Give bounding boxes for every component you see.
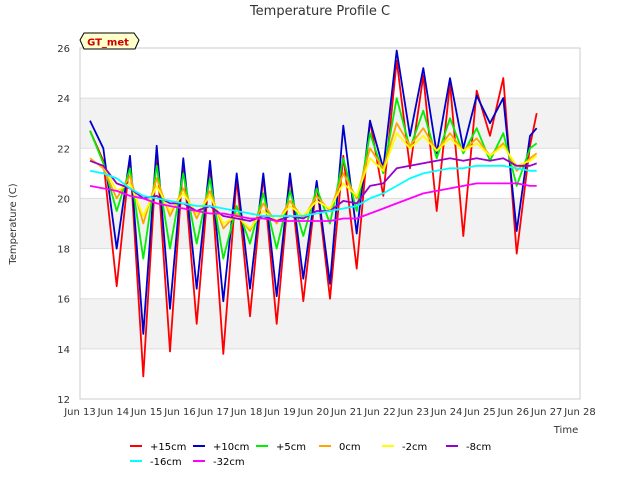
x-tick-label: Jun 15 (130, 407, 163, 418)
x-tick-label: Jun 26 (497, 407, 530, 418)
series-line-plus10cm (89, 49, 538, 335)
y-axis-label: Temperature (C) (8, 183, 19, 265)
series-line-plus5cm (89, 97, 538, 260)
x-tick-labels: Jun 13 Jun 14 Jun 15 Jun 16 Jun 17 Jun 18 Jun … (63, 407, 596, 418)
x-tick-label: Jun 28 (563, 407, 596, 418)
x-tick-label: Jun 18 (230, 407, 263, 418)
x-tick-label: Jun 24 (430, 407, 463, 418)
legend-label: 0cm (339, 442, 361, 453)
y-tick-label: 26 (57, 44, 70, 55)
plot-band (80, 348, 580, 399)
legend-item: +15cm (130, 442, 186, 453)
y-tick-label: 24 (57, 94, 70, 105)
plot-band (80, 148, 580, 199)
legend-item: -32cm (193, 457, 245, 468)
x-tick-label: Jun 14 (97, 407, 130, 418)
legend-label: +5cm (276, 442, 306, 453)
series-line-minus2cm (89, 132, 538, 230)
y-tick-label: 22 (57, 144, 70, 155)
series-lines (89, 49, 538, 378)
x-tick-label: Jun 21 (330, 407, 363, 418)
y-tick-labels: 12 14 16 18 20 22 24 26 (57, 44, 70, 406)
y-tick-label: 20 (57, 194, 70, 205)
annotation-text: GT_met (87, 38, 129, 49)
y-tick-label: 14 (57, 345, 70, 356)
gt-met-annotation: GT_met (79, 32, 140, 50)
legend-item: 0cm (319, 442, 361, 453)
legend-item: -8cm (446, 442, 491, 453)
x-tick-label: Jun 13 (63, 407, 96, 418)
legend-item: -2cm (382, 442, 427, 453)
legend-item: -16cm (130, 457, 182, 468)
legend-label: -32cm (213, 457, 245, 468)
x-tick-label: Jun 22 (363, 407, 396, 418)
legend-label: +10cm (213, 442, 249, 453)
annotation-box (79, 32, 140, 50)
legend-label: -16cm (150, 457, 182, 468)
legend-label: -8cm (466, 442, 491, 453)
series-line-minus32cm (89, 182, 537, 222)
x-tick-label: Jun 27 (530, 407, 563, 418)
series-line-minus16cm (89, 164, 537, 217)
legend-item: +5cm (256, 442, 306, 453)
x-axis-label: Time (553, 425, 578, 436)
chart-title: Temperature Profile C (249, 4, 390, 19)
y-tick-label: 18 (57, 245, 70, 256)
legend: +15cm +10cm +5cm 0cm -2cm -8cm -16cm -32cm (130, 442, 491, 468)
y-tick-label: 12 (57, 395, 70, 406)
plot-band (80, 48, 580, 99)
x-tick-label: Jun 16 (163, 407, 196, 418)
x-tick-label: Jun 25 (463, 407, 496, 418)
plot-frame (79, 47, 581, 400)
x-tick-label: Jun 19 (263, 407, 296, 418)
y-tick-label: 16 (57, 295, 70, 306)
x-tick-label: Jun 20 (297, 407, 330, 418)
legend-label: +15cm (150, 442, 186, 453)
x-tick-label: Jun 23 (397, 407, 430, 418)
legend-item: +10cm (193, 442, 249, 453)
x-tick-label: Jun 17 (197, 407, 230, 418)
plot-band (80, 298, 580, 349)
legend-label: -2cm (402, 442, 427, 453)
